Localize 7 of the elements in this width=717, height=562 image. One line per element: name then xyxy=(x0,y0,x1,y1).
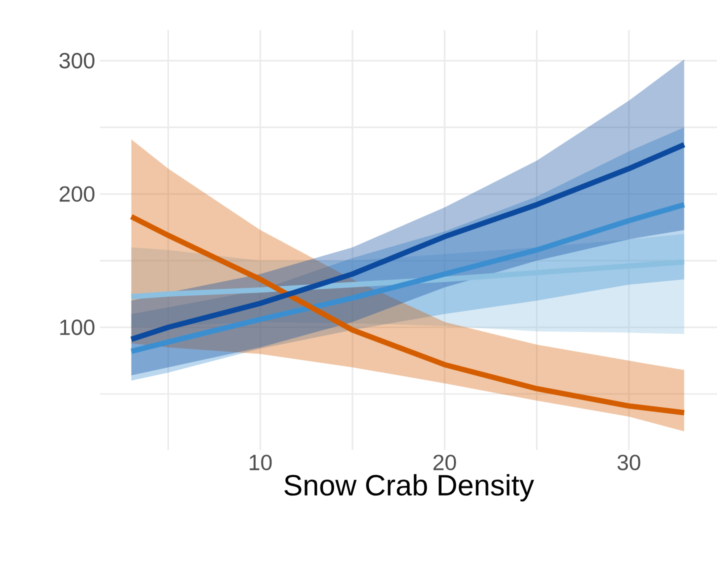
x-tick-label: 10 xyxy=(250,454,272,470)
y-tick-label: 100 xyxy=(60,320,94,336)
x-axis-title: Snow Crab Density xyxy=(284,474,534,502)
x-tick-label: 30 xyxy=(617,454,640,470)
y-tick-label: 200 xyxy=(60,186,94,202)
x-tick-label: 20 xyxy=(433,454,456,470)
y-tick-label: 300 xyxy=(59,52,94,68)
